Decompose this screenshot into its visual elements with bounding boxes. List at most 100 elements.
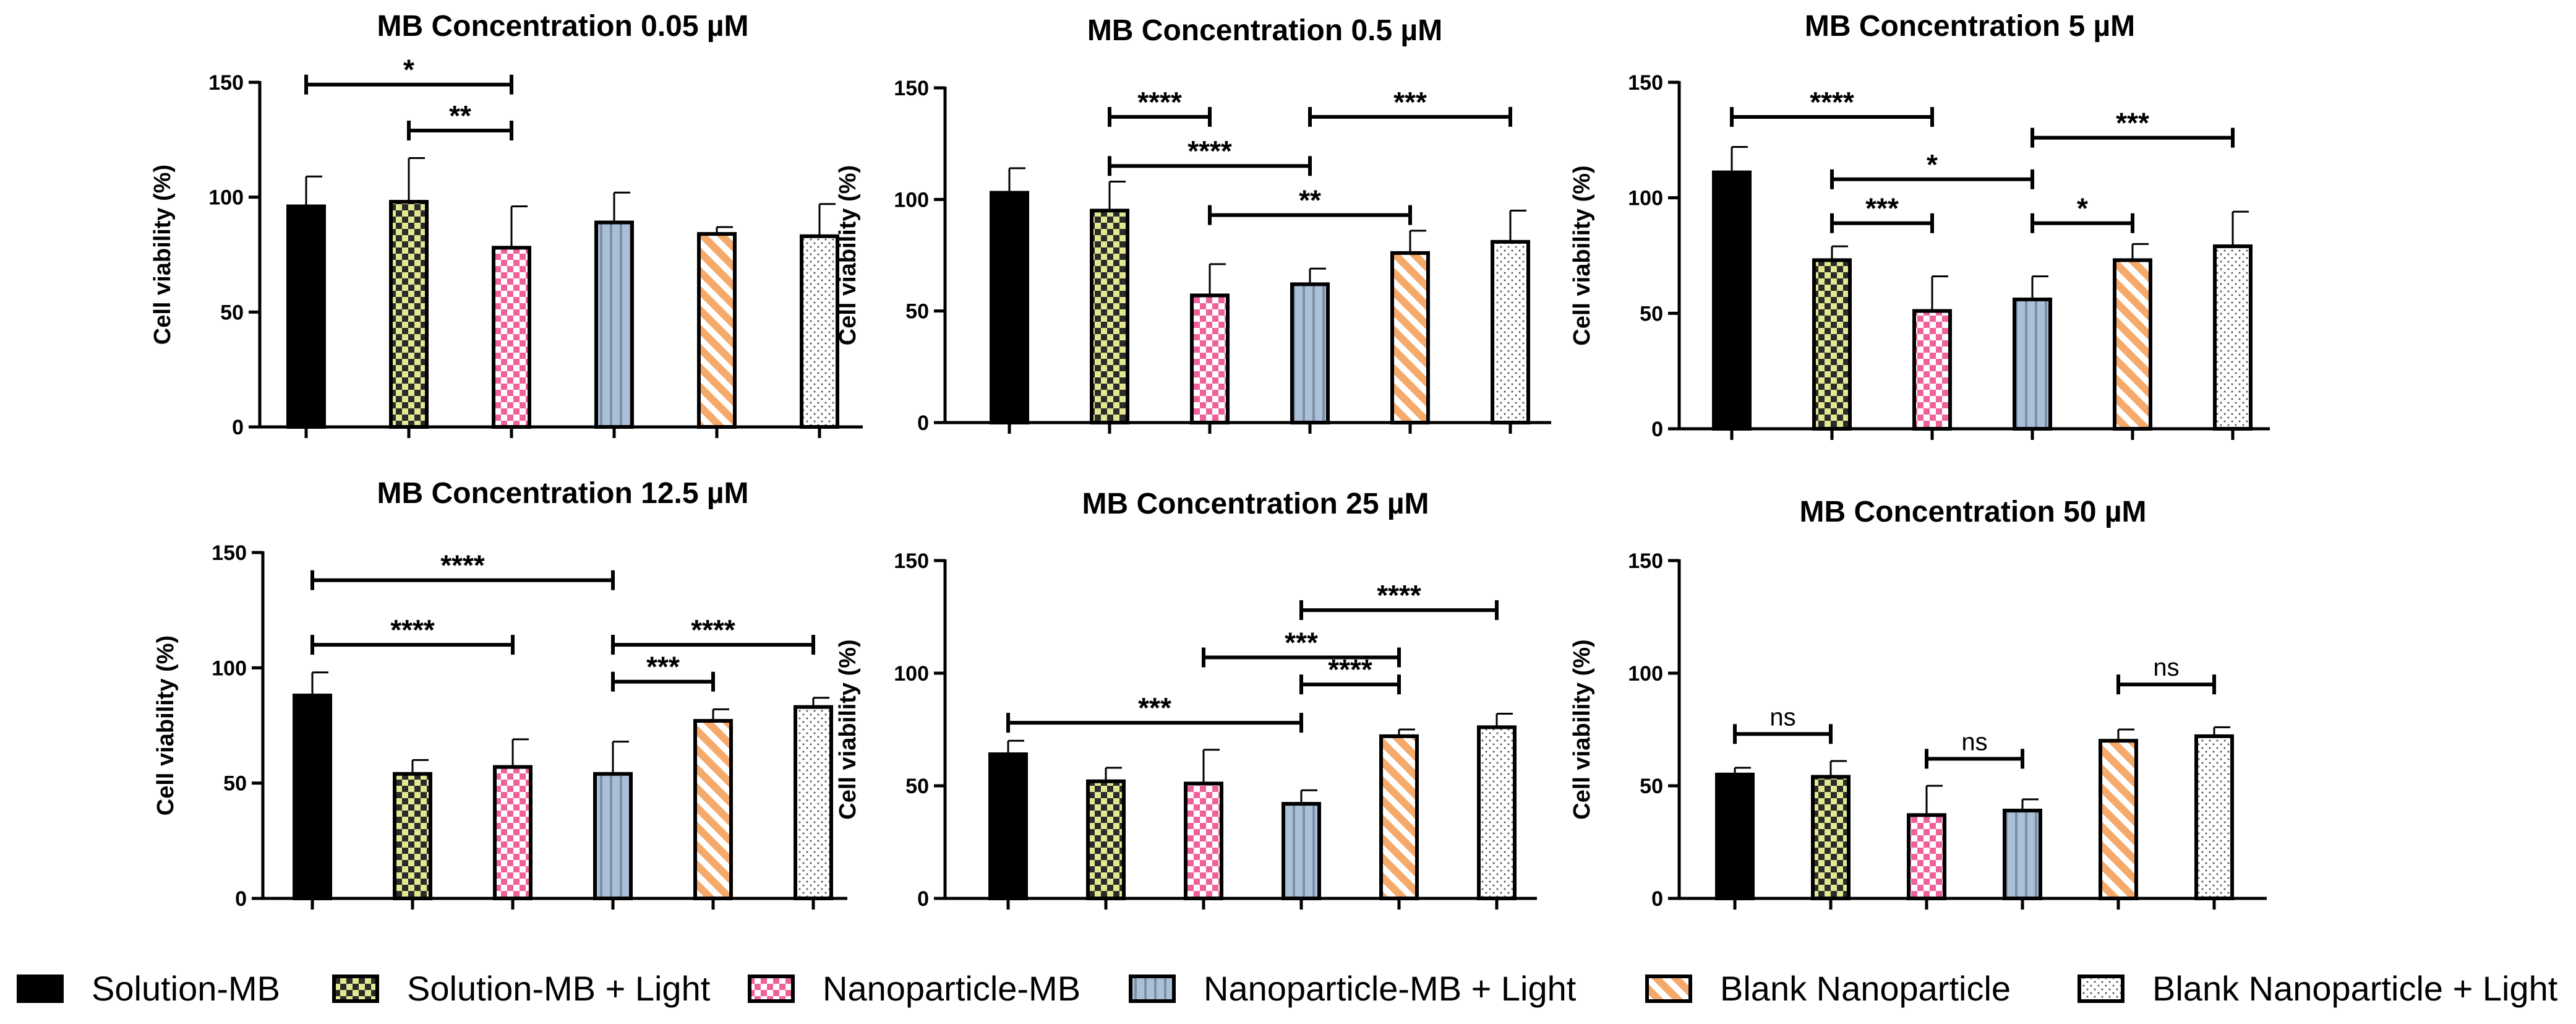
legend-label: Blank Nanoparticle + Light [2152,969,2558,1008]
y-axis-label: Cell viability (%) [150,165,176,345]
bar [492,246,531,429]
bar [1812,258,1852,431]
bar [1491,239,1530,424]
bar [1477,725,1517,900]
y-axis-label: Cell viability (%) [835,165,861,345]
bar [1390,251,1430,424]
legend-item: Blank Nanoparticle + Light [2077,969,2558,1008]
significance-label: **** [440,549,485,582]
y-tick-label: 0 [232,416,244,439]
significance-label: *** [1285,627,1318,659]
panel-title: MB Concentration 25 µM [1082,488,1429,520]
chart-panel-4: MB Concentration 12.5 µM Cell viability (… [153,477,847,911]
panel-title: MB Concentration 0.5 µM [1087,14,1442,47]
bar [2013,297,2052,431]
legend-swatch [1129,975,1176,1003]
significance-label: *** [1865,192,1899,225]
y-axis-label: Cell viability (%) [1569,165,1595,345]
y-tick-label: 100 [1628,662,1663,686]
panel-title: MB Concentration 50 µM [1799,496,2146,528]
significance-label: *** [2116,107,2149,139]
y-tick-label: 100 [894,188,929,212]
legend-item: Blank Nanoparticle [1645,969,2011,1008]
y-tick-label: 100 [894,662,929,686]
bar [2003,809,2042,901]
y-tick-label: 50 [905,775,929,798]
significance-label: **** [1137,86,1182,118]
chart-panel-5: MB Concentration 25 µM Cell viability (%)… [835,488,1537,911]
bar [2213,244,2253,431]
y-axis-label: Cell viability (%) [153,635,179,815]
y-tick-label: 50 [905,300,929,324]
bar [1715,772,1755,901]
bar [1290,282,1330,424]
significance-label: **** [1328,653,1372,686]
y-tick-label: 50 [223,772,247,796]
bar [1086,779,1126,900]
panel-title: MB Concentration 0.05 µM [377,10,748,43]
bar [1184,781,1223,900]
legend: Solution-MB Solution-MB + Light Nanopartic… [17,969,2558,1008]
legend-swatch [17,975,64,1003]
significance-label: * [403,54,414,86]
legend-item: Nanoparticle-MB [748,969,1080,1008]
legend-label: Nanoparticle-MB [823,969,1080,1008]
bar [2113,258,2152,431]
legend-label: Solution-MB + Light [407,969,711,1008]
legend-item: Solution-MB [17,969,280,1008]
significance-label: ns [2153,654,2179,681]
y-tick-label: 150 [1628,71,1663,95]
bar [594,220,634,429]
bar [389,200,429,429]
significance-label: ** [1299,184,1321,217]
bar [293,694,332,900]
bar [988,752,1028,901]
y-tick-label: 150 [894,549,929,573]
legend-swatch [1645,975,1692,1003]
significance-label: ns [1961,728,1987,755]
legend-swatch [2077,975,2125,1003]
bar [286,204,326,429]
significance-label: * [1927,148,1938,181]
bar [593,772,633,901]
bar [990,191,1029,424]
legend-item: Solution-MB + Light [332,969,711,1008]
bar [2099,739,2138,900]
bar [2194,734,2234,901]
bar [1712,170,1752,431]
y-tick-label: 150 [208,71,244,95]
bar [493,765,533,900]
bar [697,232,737,429]
significance-label: **** [1187,135,1232,167]
y-tick-label: 100 [208,186,244,210]
y-tick-label: 100 [1628,187,1663,210]
bar [794,705,833,900]
bar [393,772,432,901]
y-axis-label: Cell viability (%) [1569,639,1595,819]
bar [693,719,733,900]
y-tick-label: 0 [917,411,929,435]
chart-panel-6: MB Concentration 50 µM Cell viability (%)… [1569,496,2267,911]
legend-swatch [332,975,379,1003]
bar [1811,775,1851,900]
legend-item: Nanoparticle-MB + Light [1129,969,1577,1008]
chart-panels: MB Concentration 0.05 µM Cell viability (… [150,10,2270,911]
y-tick-label: 50 [220,301,244,324]
legend-label: Blank Nanoparticle [1720,969,2011,1008]
legend-label: Solution-MB [92,969,280,1008]
significance-label: **** [1377,579,1421,611]
chart-panel-1: MB Concentration 0.05 µM Cell viability (… [150,10,863,439]
y-tick-label: 150 [1628,549,1663,573]
legend-label: Nanoparticle-MB + Light [1204,969,1577,1008]
significance-label: ns [1769,703,1795,731]
y-tick-label: 50 [1640,302,1663,325]
panel-title: MB Concentration 5 µM [1805,10,2135,43]
y-tick-label: 0 [1651,418,1663,441]
y-tick-label: 0 [235,887,247,911]
significance-label: *** [1138,692,1171,724]
bar [1090,209,1129,424]
bar [1282,802,1321,900]
bar [1190,293,1230,425]
bar [1912,309,1952,431]
significance-label: *** [646,651,680,683]
